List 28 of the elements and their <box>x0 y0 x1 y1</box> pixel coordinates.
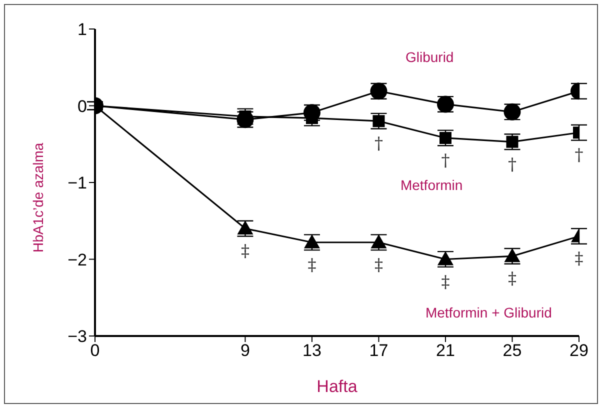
annotation: ‡ <box>508 269 517 290</box>
x-tick-label: 13 <box>302 341 322 360</box>
x-tick-label: 17 <box>369 341 388 360</box>
y-tick-label: 0 <box>78 96 87 116</box>
y-tick-label: −1 <box>68 174 87 193</box>
annotation: ‡ <box>308 255 317 276</box>
annotation: † <box>374 134 384 154</box>
x-tick-label: 9 <box>240 341 250 360</box>
annotation: ‡ <box>374 255 384 276</box>
text: Gliburid <box>405 49 454 66</box>
text: Metformin <box>400 176 463 193</box>
annotation: † <box>508 154 517 175</box>
y-tick-label: 1 <box>78 20 87 40</box>
x-tick-label: 25 <box>502 341 522 360</box>
point <box>439 132 452 144</box>
annotation: † <box>574 146 584 166</box>
y-tick-label: −3 <box>68 327 87 346</box>
x-tick-label: 29 <box>570 341 588 360</box>
y-axis-title: HbA1c’de azalma <box>30 142 46 252</box>
x-tick-label: 0 <box>90 341 100 360</box>
annotation: ‡ <box>441 272 450 292</box>
x-tick-label: 21 <box>436 341 455 360</box>
x-axis-title: Hafta <box>316 377 358 396</box>
annotation: † <box>441 150 450 171</box>
text: Metformin + Gliburid <box>425 304 552 320</box>
annotation: ‡ <box>574 249 584 270</box>
annotation: ‡ <box>240 242 250 262</box>
y-tick-label: −2 <box>68 250 87 270</box>
